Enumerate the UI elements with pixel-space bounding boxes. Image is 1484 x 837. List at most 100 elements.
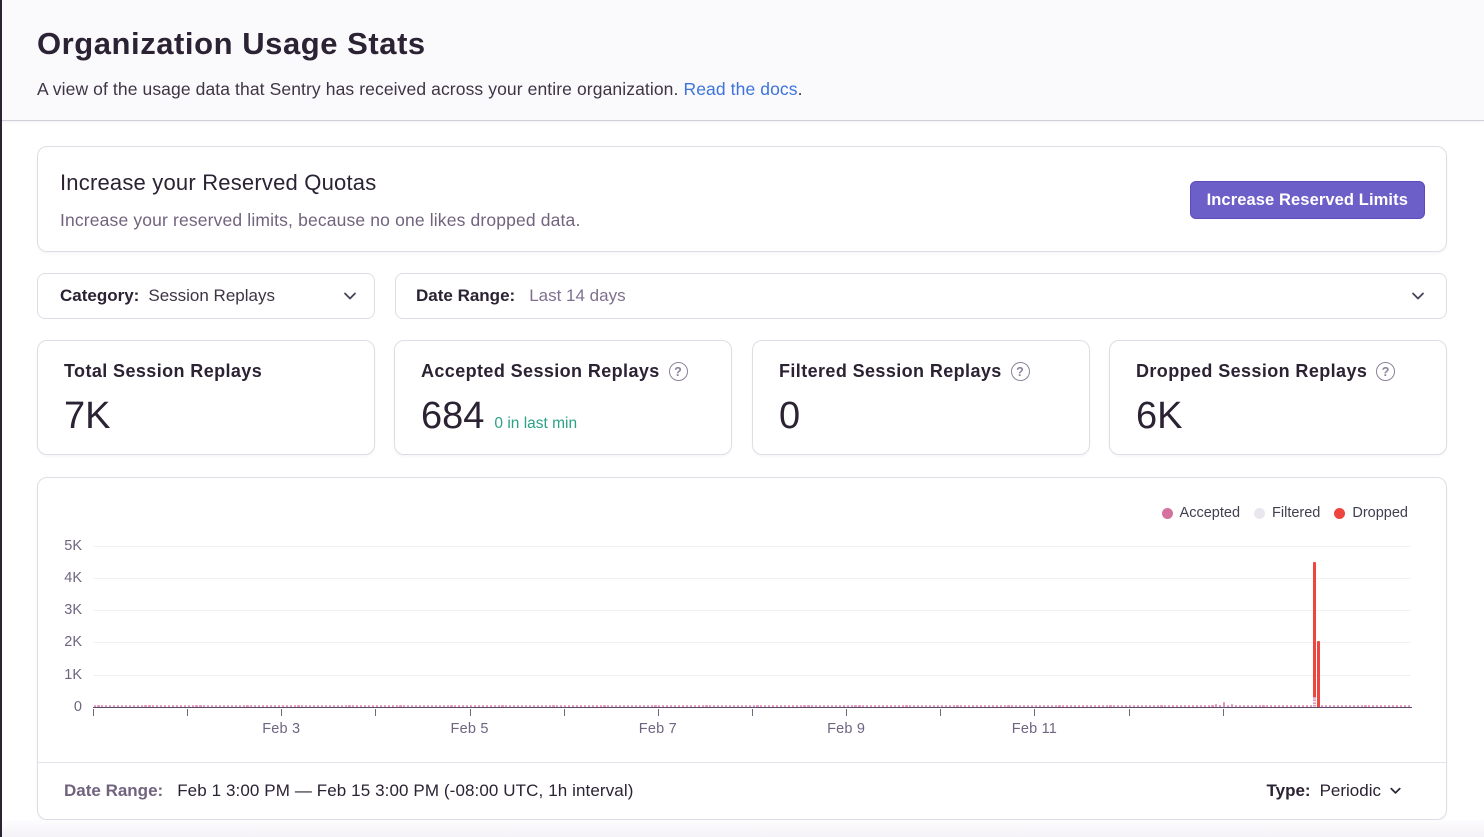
bar-accepted <box>277 705 280 707</box>
bar-accepted <box>454 705 457 707</box>
help-icon[interactable]: ? <box>668 362 688 381</box>
bar-accepted <box>128 705 131 707</box>
bar-accepted <box>626 705 630 707</box>
bar-accepted <box>952 705 955 707</box>
bar-accepted <box>160 705 163 707</box>
score-card-title: Dropped Session Replays <box>1136 361 1368 381</box>
bar-accepted <box>913 705 916 707</box>
bar-accepted <box>1066 705 1069 707</box>
bar-accepted <box>976 705 979 707</box>
bar-accepted <box>642 705 645 707</box>
bar-accepted <box>1082 705 1085 707</box>
bar-accepted <box>222 705 226 707</box>
bar-accepted <box>1399 705 1402 707</box>
bar-accepted <box>1144 705 1147 707</box>
help-icon[interactable]: ? <box>1376 362 1396 381</box>
bar-accepted <box>113 705 116 707</box>
score-card-trend: 0 in last min <box>494 415 578 432</box>
bar-accepted <box>548 705 551 707</box>
bar-accepted <box>823 705 826 707</box>
date-range-select-value: Last 14 days <box>529 286 626 305</box>
legend-item-dropped[interactable]: Dropped <box>1334 505 1408 521</box>
bar-accepted <box>1191 705 1194 707</box>
bar-accepted <box>120 705 124 707</box>
bar-accepted <box>1301 705 1304 707</box>
bar-accepted <box>1097 705 1100 707</box>
category-select[interactable]: Category: Session Replays <box>37 273 375 319</box>
bar-accepted <box>799 705 802 707</box>
bar-accepted <box>175 705 178 707</box>
type-select[interactable]: Type: Periodic <box>1267 781 1405 801</box>
legend-item-filtered[interactable]: Filtered <box>1254 505 1320 521</box>
x-axis-label: Feb 3 <box>262 721 301 737</box>
chevron-down-icon <box>1410 288 1426 304</box>
bar-accepted <box>1403 705 1406 707</box>
bar-accepted <box>646 705 649 707</box>
bar-accepted <box>438 705 441 707</box>
bar-accepted <box>1391 705 1394 707</box>
bar-accepted <box>587 705 590 707</box>
bar-accepted <box>1348 705 1351 707</box>
bar-accepted <box>521 705 524 707</box>
bar-accepted <box>1003 705 1006 707</box>
bar-accepted <box>1289 705 1292 707</box>
bar-accepted <box>603 705 606 707</box>
bar-accepted <box>383 705 386 707</box>
bar-accepted <box>1042 705 1045 707</box>
score-card-value: 0 <box>779 395 801 437</box>
score-card-value: 6K <box>1136 395 1183 437</box>
bar-accepted <box>1285 705 1289 707</box>
bar-accepted <box>340 705 343 707</box>
legend-item-accepted[interactable]: Accepted <box>1161 505 1240 521</box>
y-axis-label: 5K <box>64 537 82 554</box>
bar-accepted <box>1023 705 1026 707</box>
bar-accepted <box>246 705 249 707</box>
bar-accepted <box>301 705 304 707</box>
bar-accepted <box>1223 702 1226 707</box>
bar-accepted <box>972 705 975 707</box>
bar-accepted <box>1203 705 1206 707</box>
bar-accepted <box>740 705 743 707</box>
bar-accepted <box>619 705 622 707</box>
help-icon[interactable]: ? <box>1010 362 1030 381</box>
bar-accepted <box>1344 705 1347 707</box>
score-card-dropped: Dropped Session Replays ? 6K <box>1109 340 1447 455</box>
bar-accepted <box>987 705 990 707</box>
bar-accepted <box>1305 705 1308 707</box>
bar-accepted <box>1266 705 1269 707</box>
bar-accepted <box>411 705 414 707</box>
bar-accepted <box>607 705 610 707</box>
bar-accepted <box>1176 705 1179 707</box>
bar-accepted <box>732 705 735 707</box>
bar-accepted <box>572 705 575 707</box>
date-range-select[interactable]: Date Range: Last 14 days <box>395 273 1447 319</box>
bar-accepted <box>779 705 783 707</box>
bar-accepted <box>477 705 480 707</box>
bar-accepted <box>583 705 586 707</box>
bar-accepted <box>375 705 379 707</box>
bar-accepted <box>458 705 461 707</box>
bar-accepted <box>419 705 422 707</box>
read-the-docs-link[interactable]: Read the docs <box>683 79 798 99</box>
gridline <box>93 610 1411 612</box>
bar-accepted <box>862 705 865 707</box>
bar-accepted <box>1278 705 1281 707</box>
bar-accepted <box>564 705 567 707</box>
bar-accepted <box>925 705 928 707</box>
bar-accepted <box>336 705 339 707</box>
bar-accepted <box>450 705 453 707</box>
bar-accepted <box>834 705 837 707</box>
bar-accepted <box>132 705 135 707</box>
x-axis-label: Feb 7 <box>638 721 677 737</box>
bar-accepted <box>936 705 939 707</box>
bar-accepted <box>379 705 382 707</box>
bar-accepted <box>897 705 900 707</box>
bar-accepted <box>1384 705 1387 707</box>
bar-accepted <box>183 705 186 707</box>
bar-accepted <box>332 705 335 707</box>
bar-accepted <box>117 705 120 707</box>
increase-reserved-limits-button[interactable]: Increase Reserved Limits <box>1189 181 1425 219</box>
bar-accepted <box>1238 705 1241 707</box>
x-axis-tick <box>187 709 189 716</box>
bar-accepted <box>838 705 841 707</box>
